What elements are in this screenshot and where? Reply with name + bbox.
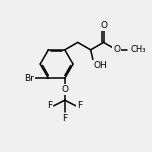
Text: O: O xyxy=(100,21,107,30)
Text: F: F xyxy=(77,101,82,110)
Text: CH₃: CH₃ xyxy=(130,45,146,54)
Text: Br: Br xyxy=(24,74,34,83)
Text: O: O xyxy=(113,45,120,54)
Text: F: F xyxy=(47,101,52,110)
Text: F: F xyxy=(62,114,67,123)
Text: O: O xyxy=(61,85,68,94)
Text: OH: OH xyxy=(94,61,107,70)
